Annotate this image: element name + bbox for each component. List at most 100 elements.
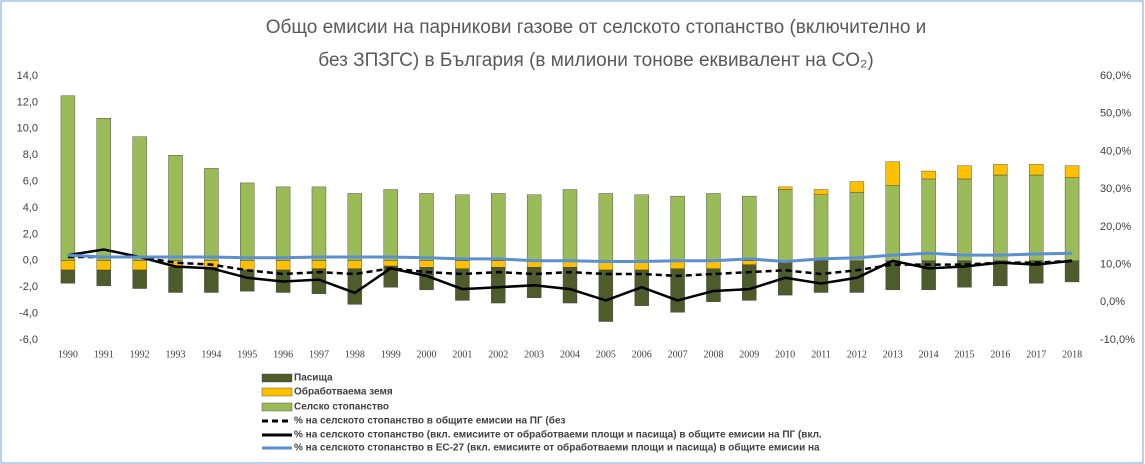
x-tick-label: 1996 [273, 349, 293, 360]
bar [813, 194, 829, 262]
bar [885, 161, 900, 186]
x-tick-label: 2009 [739, 349, 759, 360]
bar [491, 267, 506, 304]
x-tick-label: 2002 [488, 349, 508, 360]
bar [670, 268, 685, 313]
x-tick-label: 2001 [452, 349, 472, 360]
x-tick-label: 1998 [345, 349, 365, 360]
bar [455, 260, 470, 269]
legend-label: % на селското стопанство в общите емисии… [294, 415, 566, 427]
bar [957, 178, 972, 262]
y-tick-label: 0,0 [23, 255, 38, 267]
bar [993, 164, 1008, 176]
bar [1029, 164, 1044, 176]
bar [275, 186, 291, 262]
bar [275, 260, 291, 271]
x-tick-label: 2012 [847, 349, 867, 360]
bar [168, 154, 183, 261]
y2-tick-label: -10,0% [1100, 334, 1135, 346]
bar [742, 260, 757, 265]
bar [96, 269, 111, 287]
x-tick-label: 2003 [524, 349, 544, 360]
y-tick-label: -2,0 [19, 281, 38, 293]
bar [347, 260, 363, 269]
bar [670, 195, 685, 261]
x-tick-label: 2013 [883, 349, 903, 360]
x-tick-label: 2015 [954, 349, 974, 360]
bar [993, 260, 1008, 287]
y2-tick-label: 0,0% [1100, 296, 1125, 308]
x-tick-label: 2005 [596, 349, 616, 360]
legend-label: % на селското стопанство (вкл. емисиите … [294, 429, 822, 441]
legend-swatch [261, 387, 293, 397]
y-tick-label: -4,0 [19, 308, 38, 320]
bar [634, 194, 649, 262]
bar [383, 189, 398, 262]
y-tick-label: 14,0 [17, 70, 38, 82]
y2-tick-label: 30,0% [1100, 183, 1131, 195]
y2-tick-label: 50,0% [1100, 108, 1131, 120]
x-tick-label: 1993 [166, 349, 186, 360]
bar [742, 195, 757, 261]
bar [491, 260, 506, 268]
bar [1029, 260, 1044, 284]
bar [60, 269, 76, 284]
x-tick-label: 2011 [811, 349, 831, 360]
x-tick-label: 2004 [560, 349, 580, 360]
y-tick-label: 8,0 [23, 149, 38, 161]
bar [885, 185, 900, 261]
bar [1064, 177, 1080, 262]
bar [526, 194, 542, 262]
y-tick-label: 12,0 [17, 96, 38, 108]
x-tick-label: 2006 [632, 349, 652, 360]
bar [526, 267, 542, 298]
bar [419, 193, 434, 261]
bar [455, 194, 470, 262]
bar [921, 178, 936, 262]
bar [96, 260, 111, 271]
bar [419, 260, 434, 268]
legend-label: Селско стопанство [294, 402, 389, 413]
bar [706, 193, 721, 261]
bar [168, 267, 183, 293]
bar [383, 260, 398, 267]
line-series [67, 255, 1073, 278]
legend-label: % на селското стопанство в ЕС-27 (вкл. е… [294, 442, 820, 454]
x-tick-label: 1992 [130, 349, 150, 360]
y2-tick-label: 20,0% [1100, 221, 1131, 233]
bar [849, 181, 865, 193]
x-tick-label: 1991 [94, 349, 114, 360]
chart-title: Общо емисии на парникови газове от селск… [266, 17, 927, 38]
y2-tick-label: 10,0% [1100, 258, 1131, 270]
x-tick-label: 2017 [1026, 349, 1046, 360]
bar [96, 118, 111, 261]
y2-tick-label: 60,0% [1100, 70, 1131, 82]
bar [455, 268, 470, 301]
bar [204, 168, 219, 261]
x-tick-label: 1994 [201, 349, 221, 360]
bar [347, 268, 363, 305]
x-tick-label: 2018 [1062, 349, 1082, 360]
x-tick-label: 2014 [919, 349, 939, 360]
x-tick-label: 2007 [668, 349, 688, 360]
bar [598, 269, 614, 322]
bar [921, 170, 936, 180]
bar [60, 260, 76, 271]
x-tick-label: 1990 [58, 349, 78, 360]
x-tick-label: 1995 [237, 349, 257, 360]
bar [993, 174, 1008, 262]
bar [777, 189, 793, 262]
x-tick-label: 1997 [309, 349, 329, 360]
bar [311, 260, 327, 269]
bar [132, 260, 147, 271]
x-tick-label: 2000 [417, 349, 437, 360]
x-tick-label: 2010 [775, 349, 795, 360]
bar [347, 193, 363, 261]
bar [562, 267, 578, 304]
bar [311, 186, 327, 262]
y-tick-label: -6,0 [19, 334, 38, 346]
y-tick-label: 2,0 [23, 228, 38, 240]
bar [562, 189, 578, 262]
bar [742, 264, 757, 301]
